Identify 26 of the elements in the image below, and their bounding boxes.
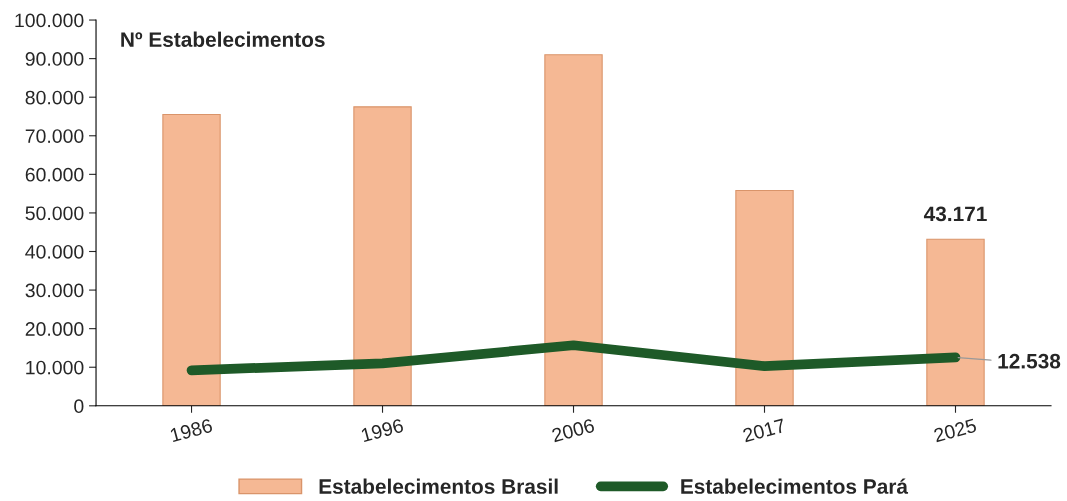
- y-tick-label: 60.000: [25, 167, 84, 182]
- y-tick-label: 0: [74, 399, 84, 414]
- bar: [162, 113, 221, 406]
- x-tick-label: 2006: [551, 418, 595, 443]
- bar: [735, 189, 794, 406]
- y-tick-label: 40.000: [25, 244, 84, 259]
- y-tick-label: 80.000: [25, 90, 84, 105]
- bar: [353, 106, 412, 406]
- y-tick-label: 10.000: [26, 360, 84, 375]
- y-tick-label: 90.000: [25, 52, 84, 66]
- bar: [544, 54, 603, 406]
- y-tick-label: 50.000: [25, 206, 84, 221]
- y-tick-label: 70.000: [25, 129, 84, 144]
- data-label: 12.538: [998, 353, 1061, 369]
- x-tick-label: 1986: [169, 418, 213, 443]
- legend-label: Estabelecimentos Brasil: [319, 478, 558, 494]
- y-tick-label: 30.000: [25, 283, 84, 298]
- x-tick-label: 2017: [742, 418, 786, 443]
- data-label: 43.171: [923, 206, 987, 222]
- y-tick-label: 20.000: [25, 322, 84, 336]
- x-tick-label: 2025: [933, 418, 977, 443]
- chart-title: Nº Estabelecimentos: [121, 31, 325, 47]
- x-tick-label: 1996: [360, 418, 404, 443]
- legend-label: Estabelecimentos Pará: [681, 478, 909, 494]
- y-tick-label: 100.000: [15, 13, 84, 28]
- bar: [926, 238, 985, 406]
